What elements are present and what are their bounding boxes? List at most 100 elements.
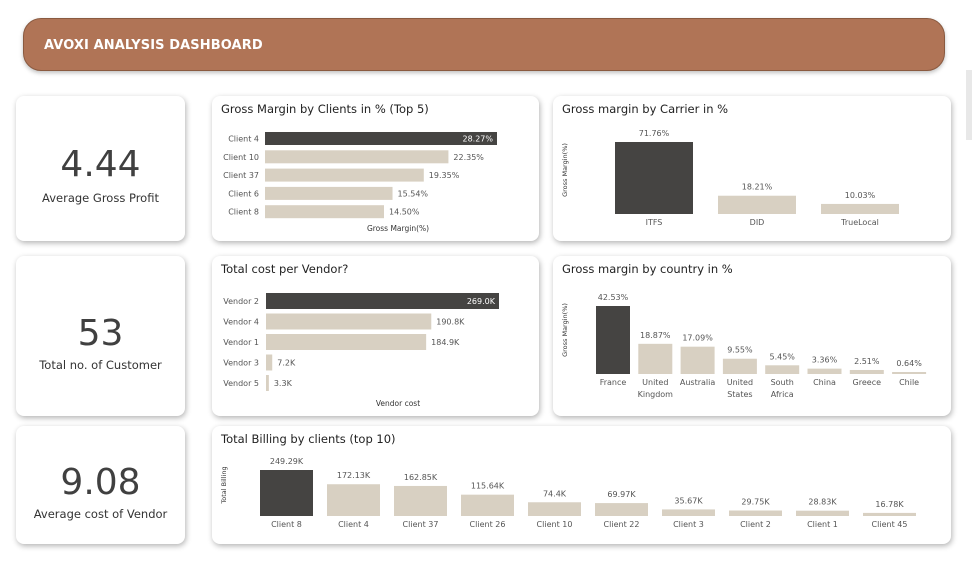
category-label: France	[600, 378, 627, 387]
category-label: China	[813, 378, 836, 387]
category-label: States	[727, 390, 752, 399]
data-label: 249.29K	[270, 457, 304, 466]
data-label: 19.35%	[429, 171, 460, 180]
kpi-card-vendor-cost: 9.08 Average cost of Vendor	[16, 426, 185, 544]
bar	[821, 203, 899, 214]
category-label: DID	[750, 218, 765, 227]
data-label: 10.03%	[845, 191, 876, 200]
category-label: Vendor 3	[223, 359, 259, 368]
category-label: Australia	[680, 378, 715, 387]
chart-card-vendor-cost: Total cost per Vendor? Vendor 2 269.0K Ven…	[212, 256, 539, 416]
data-label: 0.64%	[896, 359, 922, 368]
category-label: Client 4	[228, 135, 259, 144]
category-label: Client 4	[338, 520, 369, 529]
kpi-value: 53	[77, 313, 124, 354]
kpi-card-gross-profit: 4.44 Average Gross Profit	[16, 96, 185, 241]
data-label: 74.4K	[543, 489, 567, 498]
data-label: 14.50%	[389, 208, 420, 217]
bar	[265, 205, 384, 219]
dashboard-title: AVOXI ANALYSIS DASHBOARD	[44, 38, 263, 53]
data-label: 28.83K	[808, 498, 837, 507]
scroll-edge	[966, 70, 972, 140]
kpi-label: Average Gross Profit	[42, 191, 159, 205]
chart-title: Total Billing by clients (top 10)	[221, 432, 396, 446]
kpi-card-customers: 53 Total no. of Customer	[16, 256, 185, 416]
category-label: Client 10	[537, 520, 573, 529]
carrier-margin-chart: 71.76% ITFS 18.21% DID 10.03% TrueLocal Gross …	[561, 129, 899, 227]
bar	[729, 510, 782, 516]
data-label: 71.76%	[639, 129, 670, 138]
bar	[265, 168, 424, 182]
bar	[461, 494, 514, 516]
bar	[863, 512, 916, 516]
category-label: Vendor 1	[223, 338, 259, 347]
bar	[662, 509, 715, 516]
category-label: Chile	[899, 378, 919, 387]
data-label: 29.75K	[741, 498, 770, 507]
bar	[265, 186, 393, 200]
bar	[528, 502, 581, 516]
bar	[327, 484, 380, 516]
axis-label-y: Gross Margin(%)	[561, 303, 569, 357]
chart-title: Total cost per Vendor?	[221, 262, 349, 276]
data-label: 115.64K	[471, 482, 505, 491]
bar	[796, 510, 849, 516]
bar	[265, 150, 449, 164]
dashboard-header: AVOXI ANALYSIS DASHBOARD	[23, 18, 945, 71]
category-label: TrueLocal	[840, 218, 879, 227]
category-label: Client 26	[470, 520, 506, 529]
clients-margin-chart: Client 4 28.27% Client 10 22.35% Client 37 19…	[223, 132, 497, 233]
billing-chart: 249.29K Client 8 172.13K Client 4 162.85K Cli…	[220, 457, 916, 529]
bar	[266, 313, 432, 330]
bar	[596, 306, 630, 374]
data-label: 18.21%	[742, 183, 773, 192]
chart-title: Gross Margin by Clients in % (Top 5)	[221, 102, 429, 116]
category-label: Client 37	[223, 171, 259, 180]
bar	[260, 470, 313, 516]
bar	[722, 358, 757, 374]
category-label: Client 6	[228, 189, 259, 198]
category-label: Vendor 2	[223, 297, 259, 306]
chart-card-clients-margin: Gross Margin by Clients in % (Top 5) Cli…	[212, 96, 539, 241]
data-label: 184.9K	[431, 338, 460, 347]
bar	[680, 346, 715, 374]
category-label: Greece	[853, 378, 882, 387]
category-label: South	[771, 378, 794, 387]
category-label: Africa	[771, 390, 794, 399]
data-label: 3.3K	[274, 379, 293, 388]
bar	[892, 372, 927, 374]
vendor-cost-chart: Vendor 2 269.0K Vendor 4 190.8K Vendor 1 184.…	[223, 293, 499, 408]
data-label: 35.67K	[674, 496, 703, 505]
category-label: Client 10	[223, 153, 259, 162]
category-label: Client 8	[271, 520, 302, 529]
data-label: 18.87%	[640, 331, 671, 340]
bar	[849, 369, 884, 374]
chart-card-country-margin: Gross margin by country in % 42.53% Franc…	[553, 256, 951, 416]
bar	[718, 195, 796, 214]
data-label: 269.0K	[467, 297, 496, 306]
category-label: United	[642, 378, 668, 387]
data-label: 17.09%	[682, 334, 713, 343]
data-label: 2.51%	[854, 357, 880, 366]
data-label: 162.85K	[404, 473, 438, 482]
data-label: 42.53%	[598, 293, 629, 302]
category-label: Client 22	[604, 520, 640, 529]
data-label: 28.27%	[462, 135, 493, 144]
data-label: 9.55%	[727, 346, 753, 355]
data-label: 7.2K	[277, 359, 296, 368]
chart-card-billing: Total Billing by clients (top 10) 249.29…	[212, 426, 951, 544]
category-label: Client 8	[228, 208, 259, 217]
bar	[595, 503, 648, 516]
category-label: Client 37	[403, 520, 439, 529]
category-label: United	[727, 378, 753, 387]
bar	[266, 334, 427, 350]
kpi-label: Average cost of Vendor	[33, 507, 168, 521]
data-label: 172.13K	[337, 471, 371, 480]
axis-label-y: Gross Margin(%)	[561, 143, 569, 197]
data-label: 3.36%	[812, 356, 838, 365]
category-label: Vendor 5	[223, 379, 259, 388]
data-label: 190.8K	[436, 318, 465, 327]
kpi-value: 9.08	[60, 462, 141, 503]
data-label: 5.45%	[769, 352, 795, 361]
bar	[266, 354, 273, 371]
